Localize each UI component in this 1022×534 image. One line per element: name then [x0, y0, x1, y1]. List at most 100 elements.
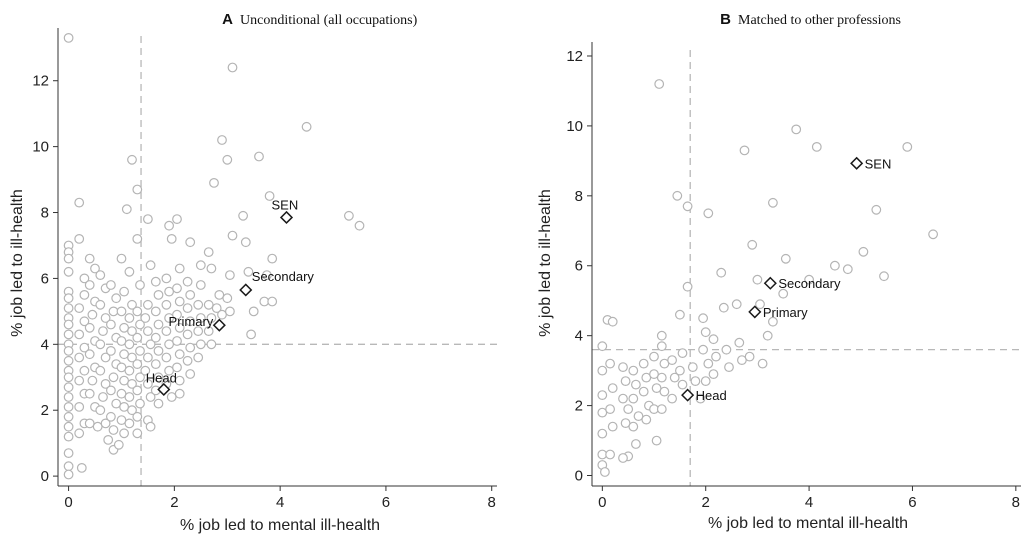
panel-b-scatter-point: [597, 428, 608, 439]
panel-a-marker-label-sen: SEN: [271, 197, 298, 212]
panel-a-scatter-point: [267, 296, 278, 307]
panel-a-scatter-point: [145, 260, 156, 271]
panel-a-scatter-point: [132, 332, 143, 343]
panel-b-scatter-point: [871, 204, 882, 215]
panel-a-scatter-point: [84, 322, 95, 333]
panel-a-scatter-point: [195, 280, 206, 290]
panel-b-scatter-point: [716, 267, 727, 278]
panel-a-y-tick-label: 6: [41, 270, 49, 287]
panel-a-scatter-point: [63, 319, 74, 330]
panel-a-scatter-point: [95, 365, 106, 376]
panel-b-scatter-point: [700, 376, 711, 387]
panel-a-marker-head: [157, 382, 171, 397]
panel-a-scatter-point: [182, 355, 193, 366]
panel-a-scatter-point: [63, 346, 74, 356]
panel-b-letter: B: [720, 11, 731, 28]
panel-a-marker-label-primary: Primary: [169, 314, 214, 329]
panel-b-scatter-point: [618, 362, 628, 373]
panel-b-scatter-point: [623, 404, 634, 415]
panel-a-scatter-point: [108, 425, 119, 435]
panel-b-scatter-point: [659, 386, 670, 397]
panel-a-scatter-point: [203, 326, 214, 337]
panel-a-x-tick-label: 0: [64, 494, 72, 511]
panel-a-scatter-point: [63, 411, 74, 422]
panel-a-scatter-point: [135, 372, 145, 383]
panel-a-scatter-point: [254, 151, 264, 162]
panel-a-scatter-point: [124, 365, 135, 376]
panel-a-scatter-point: [63, 266, 74, 277]
panel-a-scatter-point: [132, 184, 143, 195]
panel-a-scatter-point: [74, 402, 85, 412]
panel-a-scatter-point: [182, 276, 193, 287]
panel-a-scatter-point: [63, 372, 74, 383]
panel-b-scatter-point: [757, 358, 768, 369]
panel-a-scatter-point: [161, 326, 172, 337]
panel-b-scatter-point: [607, 383, 618, 394]
panel-a-scatter-point: [135, 346, 145, 356]
panel-a-scatter-point: [100, 352, 111, 363]
panel-a-scatter-point: [150, 332, 161, 343]
panel-b-scatter-point: [667, 355, 677, 366]
panel-a-scatter-point: [124, 266, 135, 277]
panel-a-scatter-point: [84, 280, 95, 290]
panel-a-scatter-point: [203, 299, 214, 310]
panel-a-scatter-point: [142, 352, 153, 363]
panel-a-scatter-point: [195, 260, 206, 271]
panel-b-scatter-point: [649, 351, 659, 362]
panel-a-x-tick-label: 4: [276, 494, 284, 511]
panel-a-scatter-point: [193, 326, 204, 337]
panel-a-scatter-point: [214, 290, 225, 300]
panel-a-scatter-point: [206, 313, 217, 323]
panel-b-scatter-point: [768, 316, 778, 327]
panel-a-scatter-point: [79, 365, 90, 376]
panel-a-scatter-point: [132, 428, 143, 439]
panel-a-scatter-point: [142, 299, 153, 310]
panel-a-scatter-point: [124, 339, 135, 350]
panel-b-marker-primary: [748, 305, 762, 319]
panel-a-scatter-point: [105, 411, 116, 422]
panel-a-scatter-point: [95, 339, 106, 350]
panel-b-y-tick-label: 6: [575, 258, 583, 275]
panel-a-scatter-point: [132, 411, 143, 422]
panel-b-scatter-point: [656, 404, 667, 415]
panel-a-scatter-point: [84, 418, 95, 429]
panel-b-scatter-point: [739, 145, 750, 156]
panel-a-scatter-point: [174, 322, 185, 333]
panel-a-scatter-point: [84, 253, 95, 264]
panel-b-scatter-point: [631, 439, 641, 449]
panel-b-scatter-point: [605, 358, 615, 369]
panel-a-scatter-point: [63, 461, 74, 472]
panel-a-scatter-point: [63, 469, 74, 480]
panel-b-scatter-point: [618, 453, 628, 463]
panel-a-scatter-point: [98, 326, 108, 337]
panel-b-markers: SEN Secondary Primary Head: [681, 156, 891, 403]
panel-a-scatter-point: [145, 421, 156, 432]
panel-b-x-axis-label: % job led to mental ill-health: [708, 515, 908, 532]
panel-a-scatter-point: [301, 121, 312, 132]
panel-a-scatter-point: [164, 220, 175, 231]
panel-a-scatter-point: [206, 263, 217, 274]
panel-a-y-tick-label: 10: [32, 139, 49, 156]
panel-a-scatter-point: [142, 214, 153, 225]
panel-a-scatter-point: [172, 214, 182, 225]
panel-a-scatter-point: [74, 352, 85, 363]
panel-a-scatter-point: [108, 372, 119, 383]
panel-a-scatter-point: [195, 313, 206, 323]
panel-a-scatter-point: [140, 365, 151, 376]
panel-b-scatter-point: [597, 341, 608, 352]
panel-b-scatter-point: [700, 327, 711, 338]
panel-a-scatter-point: [182, 329, 193, 340]
panel-a-scatter-point: [119, 286, 129, 297]
panel-a-scatter-point: [79, 290, 90, 300]
panel-b-y-tick-label: 8: [575, 188, 583, 205]
panel-a-scatter-point: [172, 309, 182, 320]
panel-a-scatter-point: [166, 233, 177, 244]
panel-b-scatter-point: [651, 383, 662, 394]
panel-b-title: Matched to other professions: [738, 13, 901, 28]
panel-a-scatter-point: [153, 319, 164, 330]
panel-b-axes: 0 2 4 6 8 0 2 4 6 8 10 12: [566, 42, 1021, 511]
panel-a-y-tick-label: 8: [41, 205, 49, 222]
panel-b-scatter-point: [682, 201, 693, 212]
panel-a-scatter-point: [63, 329, 74, 340]
panel-a-scatter-point: [193, 352, 204, 363]
